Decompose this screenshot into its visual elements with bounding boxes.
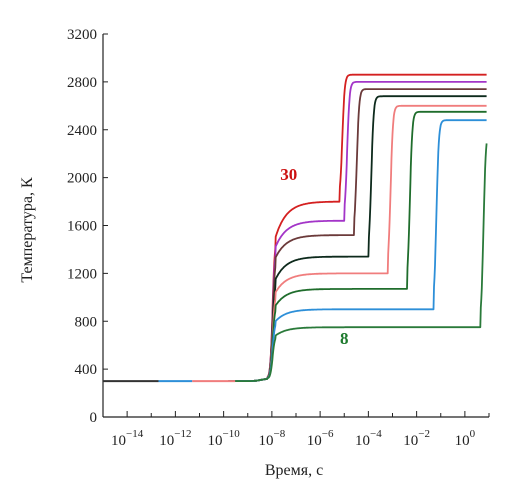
series-annotation-30: 30 — [280, 165, 297, 184]
x-tick-label: 10−10 — [208, 428, 241, 449]
x-axis-title: Время, с — [265, 462, 323, 479]
annotations: 30 8 — [280, 165, 348, 348]
y-tick-label: 400 — [75, 362, 98, 378]
y-tick-label: 2400 — [67, 123, 97, 139]
y-tick-label: 1200 — [67, 266, 97, 282]
y-tick-label: 800 — [75, 314, 98, 330]
series-line-3 — [228, 88, 487, 382]
x-tick-label: 10−4 — [355, 428, 382, 449]
x-tick-label: 10−2 — [403, 428, 430, 449]
y-tick-label: 0 — [90, 410, 98, 426]
y-tick-label: 2800 — [67, 75, 97, 91]
x-tick-label: 10−12 — [159, 428, 191, 449]
y-axis-title: Температура, К — [19, 177, 36, 283]
y-tick-label: 3200 — [67, 27, 97, 43]
x-tick-label: 10−14 — [111, 428, 144, 449]
y-tick-label: 2000 — [67, 171, 97, 187]
x-tick-label: 10−6 — [307, 428, 334, 449]
x-tick-label: 100 — [455, 428, 476, 449]
x-tick-label: 10−8 — [259, 428, 286, 449]
series-line-8 — [228, 143, 488, 382]
x-axis: 10−14 10−12 10−10 10−8 10−6 10−4 10−2 100 — [102, 411, 490, 449]
y-axis: 0 400 800 1200 1600 2000 2400 2800 3200 — [67, 27, 108, 426]
y-tick-label: 1600 — [67, 219, 97, 235]
series-lines — [103, 73, 488, 383]
series-annotation-8: 8 — [340, 329, 349, 348]
